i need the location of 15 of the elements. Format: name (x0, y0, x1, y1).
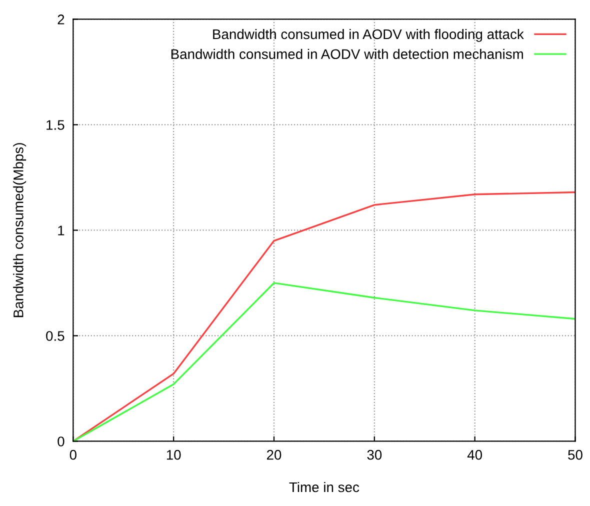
y-tick-label: 1 (58, 226, 64, 236)
y-tick-label: 1.5 (46, 120, 64, 130)
y-axis-title: Bandwidth consumed(Mbps) (13, 143, 26, 318)
x-tick-label: 20 (266, 450, 282, 460)
y-tick-label: 2 (58, 14, 64, 24)
x-axis-title: Time in sec (289, 482, 360, 492)
x-tick-label: 30 (367, 450, 382, 460)
y-tick-label: 0.5 (46, 331, 64, 341)
x-tick-label: 50 (568, 450, 582, 460)
legend-label: Bandwidth consumed in AODV with flooding attack (213, 28, 524, 42)
legend-label: Bandwidth consumed in AODV with detection mechanism (171, 48, 523, 60)
x-tick-label: 0 (70, 450, 76, 460)
x-tick-label: 10 (166, 450, 181, 460)
x-tick-label: 40 (467, 450, 482, 460)
y-tick-label: 0 (58, 436, 64, 446)
